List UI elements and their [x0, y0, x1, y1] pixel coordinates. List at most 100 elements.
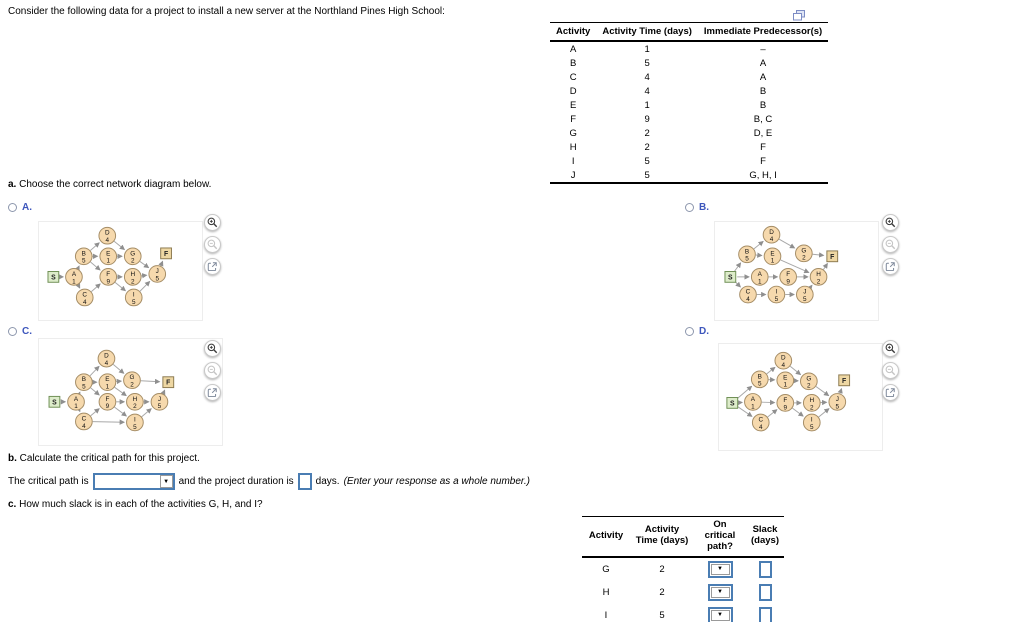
zoom-in-button[interactable] [882, 214, 899, 231]
edge-J-FIN [160, 389, 166, 396]
svg-text:S: S [51, 274, 56, 281]
svg-text:9: 9 [106, 403, 110, 410]
node-b: B5 [750, 370, 769, 389]
project-duration-input[interactable] [297, 473, 312, 490]
node-d: D4 [98, 226, 117, 245]
svg-text:1: 1 [758, 278, 762, 285]
col-predecessor: Immediate Predecessor(s) [703, 26, 823, 37]
option-d-radio[interactable] [685, 326, 694, 336]
on-critical-path-select[interactable]: ▼ [707, 606, 733, 622]
copy-button[interactable] [793, 9, 806, 24]
table-cell: 2 [644, 127, 650, 139]
table-row: F 9 B, C [550, 112, 828, 126]
svg-text:A: A [72, 271, 77, 278]
open-in-new-window-button[interactable] [882, 384, 899, 401]
slack-table-header-row: Activity Activity Time (days) On critica… [582, 517, 784, 557]
node-s: S [47, 271, 60, 283]
option-a-radio[interactable] [8, 202, 17, 212]
section-c-text: How much slack is in each of the activit… [19, 499, 263, 510]
svg-text:D: D [105, 230, 110, 237]
node-d: D4 [762, 225, 781, 244]
zoom-out-button[interactable] [204, 362, 221, 379]
edge-G-J [815, 386, 830, 397]
zoom-in-button[interactable] [882, 340, 899, 357]
node-j: J5 [796, 285, 814, 304]
svg-text:H: H [816, 271, 821, 278]
node-s: S [724, 271, 737, 283]
node-i: I5 [124, 288, 143, 307]
zoom-out-button[interactable] [882, 362, 899, 379]
svg-text:5: 5 [758, 381, 762, 388]
zoom-out-button[interactable] [882, 236, 899, 253]
svg-text:C: C [746, 289, 751, 296]
project-data-table: Activity Activity Time (days) Immediate … [550, 22, 829, 184]
table-cell: D [569, 85, 577, 97]
slack-critical-cell: ▼ [694, 604, 746, 622]
table-cell: 4 [644, 71, 650, 83]
node-c: C4 [739, 285, 757, 304]
section-b-heading: b. Calculate the critical path for this … [8, 453, 200, 464]
zoom-in-button[interactable] [204, 214, 221, 231]
open-in-new-window-button[interactable] [204, 258, 221, 275]
edge-J-H [807, 284, 813, 291]
svg-text:A: A [758, 271, 763, 278]
on-critical-path-select[interactable]: ▼ [707, 560, 733, 578]
node-i: I5 [126, 413, 144, 432]
on-critical-path-select[interactable]: ▼ [707, 583, 733, 601]
whole-number-note: (Enter your response as a whole number.) [343, 476, 530, 487]
zoom-out-button[interactable] [204, 236, 221, 253]
svg-text:S: S [52, 399, 57, 406]
option-b-label[interactable]: B. [699, 201, 709, 213]
svg-text:5: 5 [745, 256, 749, 263]
diagram-d-zoom-controls [882, 340, 899, 401]
col-time: Activity Time (days) [602, 26, 692, 37]
svg-text:J: J [803, 289, 806, 296]
svg-text:B: B [758, 373, 762, 380]
option-b-radio[interactable] [685, 202, 694, 212]
slack-activity-cell: I [604, 609, 608, 621]
svg-text:D: D [769, 229, 774, 236]
edge-I-J [141, 408, 152, 418]
table-cell: 5 [644, 57, 650, 69]
edge-G-FIN [812, 252, 825, 258]
svg-text:9: 9 [784, 404, 788, 411]
table-cell: 1 [644, 99, 650, 111]
dropdown-arrow-icon: ▼ [710, 586, 730, 598]
edge-F-I [114, 406, 127, 417]
table-row: E 1 B [550, 98, 828, 112]
slack-days-input[interactable] [758, 583, 772, 601]
table-cell: F [760, 141, 766, 153]
option-c-radio[interactable] [8, 326, 17, 336]
svg-text:9: 9 [786, 278, 790, 285]
critical-path-select[interactable]: ▼ [92, 473, 175, 490]
svg-text:5: 5 [158, 403, 162, 410]
edge-B-D [753, 240, 764, 250]
option-c-label[interactable]: C. [22, 325, 32, 337]
option-d-label[interactable]: D. [699, 325, 709, 337]
open-in-new-window-button[interactable] [204, 384, 221, 401]
node-fin: F [160, 247, 172, 260]
option-d-radio-row: D. [685, 325, 917, 337]
table-row: H 2 F [550, 140, 828, 154]
svg-text:2: 2 [133, 403, 137, 410]
svg-text:D: D [781, 355, 786, 362]
node-f: F9 [99, 268, 118, 286]
dropdown-arrow-icon: ▼ [710, 563, 730, 575]
svg-text:9: 9 [106, 278, 110, 285]
svg-text:G: G [806, 375, 811, 382]
slack-days-input[interactable] [758, 606, 772, 622]
node-j: J5 [148, 265, 167, 283]
slack-days-input[interactable] [758, 560, 772, 578]
option-a-label[interactable]: A. [22, 201, 32, 213]
svg-text:B: B [745, 248, 749, 255]
zoom-in-button[interactable] [204, 340, 221, 357]
table-cell: B, C [753, 113, 773, 125]
section-a-label: a. [8, 179, 17, 190]
svg-text:2: 2 [802, 255, 806, 262]
svg-text:5: 5 [803, 296, 807, 303]
open-in-new-window-button[interactable] [882, 258, 899, 275]
table-row: A 1 – [550, 41, 828, 56]
diagram-b-zoom-controls [882, 214, 899, 275]
